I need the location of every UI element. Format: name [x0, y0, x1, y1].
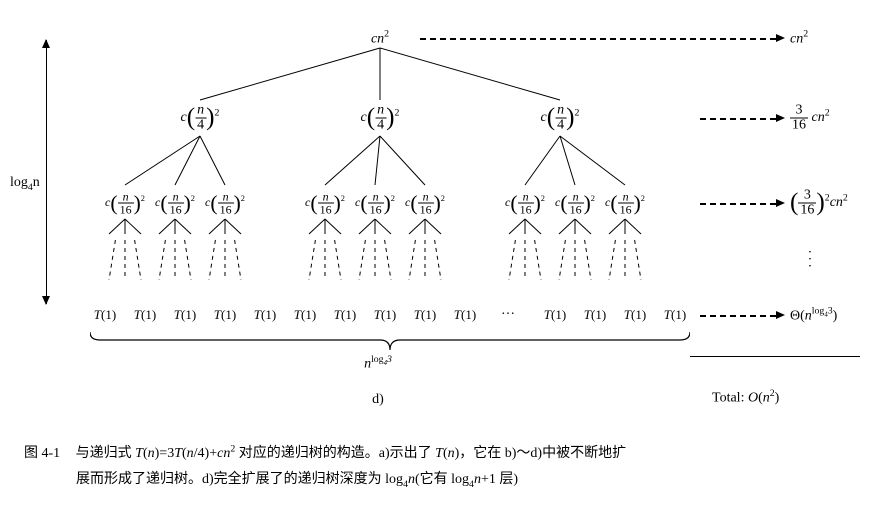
node-l1-0: c(n4)2 — [181, 104, 220, 133]
total-rule — [690, 356, 860, 357]
node-leaf-10: T(1) — [544, 307, 566, 323]
node-l2-5: c(n16)2 — [405, 191, 445, 216]
row-sum-last: Θ(nlog43) — [790, 306, 837, 325]
node-l2-6: c(n16)2 — [505, 191, 545, 216]
node-l2-3: c(n16)2 — [305, 191, 345, 216]
arrow-head-icon — [776, 199, 785, 207]
arrow-head-icon — [776, 34, 785, 42]
node-root: cn2 — [371, 29, 389, 48]
node-l1-2: c(n4)2 — [541, 104, 580, 133]
row-arrow — [700, 203, 776, 205]
leaf-count-label: nlog43 — [364, 354, 392, 373]
node-leaf-11: T(1) — [584, 307, 606, 323]
node-leaf-13: T(1) — [664, 307, 686, 323]
figure-page: { "tree": { "root_y": 38, "root_x": 380,… — [0, 0, 896, 514]
height-label: log4n — [10, 175, 40, 193]
caption-line2: 展而形成了递归树。d)完全扩展了的递归树深度为 log4n(它有 log4n+1… — [76, 472, 518, 487]
node-leaf-7: T(1) — [374, 307, 396, 323]
caption-prefix: 图 4-1 — [24, 446, 60, 461]
row-arrow — [700, 118, 776, 120]
row-vdots: ··· — [808, 250, 813, 271]
arrow-head-icon — [776, 114, 785, 122]
node-l2-2: c(n16)2 — [205, 191, 245, 216]
node-l2-1: c(n16)2 — [155, 191, 195, 216]
arrow-head-icon — [776, 311, 785, 319]
node-l2-8: c(n16)2 — [605, 191, 645, 216]
node-leaf-9: T(1) — [454, 307, 476, 323]
total-label: Total: O(n2) — [712, 388, 779, 407]
node-leaf-1: T(1) — [134, 307, 156, 323]
node-leaf-5: T(1) — [294, 307, 316, 323]
node-leaf-12: T(1) — [624, 307, 646, 323]
node-leaf-3: T(1) — [214, 307, 236, 323]
panel-label: d) — [372, 392, 384, 408]
node-l2-7: c(n16)2 — [555, 191, 595, 216]
row-arrow — [700, 315, 776, 317]
node-l2-0: c(n16)2 — [105, 191, 145, 216]
leaf-brace — [90, 332, 690, 352]
tree-edges — [0, 0, 896, 514]
node-leaf-0: T(1) — [94, 307, 116, 323]
row-sum-2: (316)2cn2 — [790, 189, 848, 218]
node-leaf-2: T(1) — [174, 307, 196, 323]
node-leaf-dots: ··· — [501, 307, 515, 323]
node-leaf-8: T(1) — [414, 307, 436, 323]
node-leaf-4: T(1) — [254, 307, 276, 323]
row-arrow — [420, 38, 776, 40]
figure-caption: 图 4-1 与递归式 T(n)=3T(n/4)+cn2 对应的递归树的构造。a)… — [24, 440, 872, 495]
node-l1-1: c(n4)2 — [361, 104, 400, 133]
row-sum-0: cn2 — [790, 29, 808, 48]
node-leaf-6: T(1) — [334, 307, 356, 323]
row-sum-1: 316 cn2 — [790, 104, 830, 133]
caption-line1: 与递归式 T(n)=3T(n/4)+cn2 对应的递归树的构造。a)示出了 T(… — [76, 446, 626, 461]
node-l2-4: c(n16)2 — [355, 191, 395, 216]
